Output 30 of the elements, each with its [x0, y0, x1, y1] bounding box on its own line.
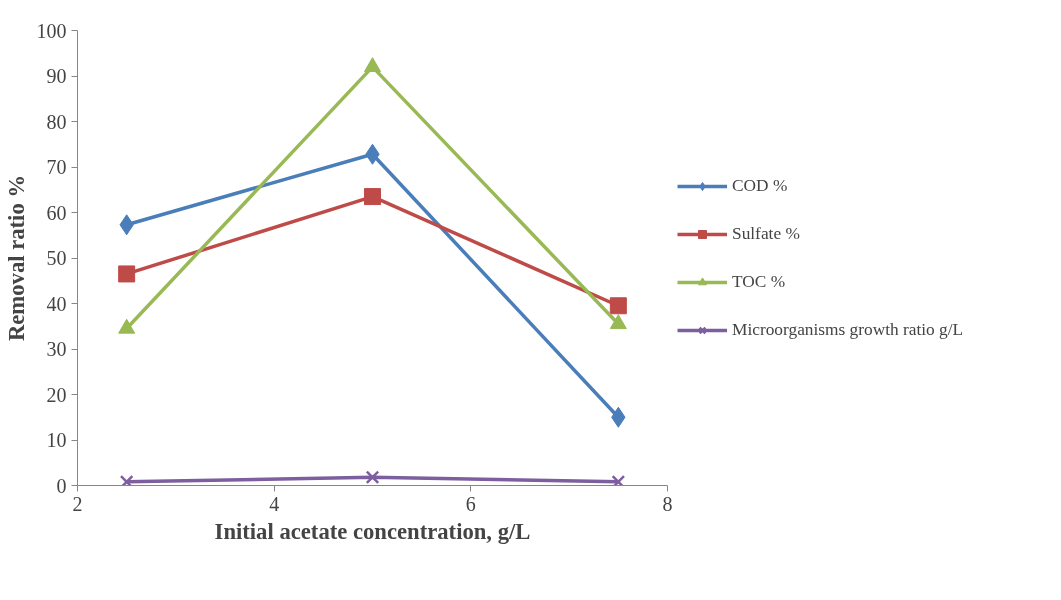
- point: [364, 188, 381, 206]
- point: [118, 318, 136, 334]
- y-tick-label: 100: [36, 19, 67, 42]
- y-tick-label: 20: [46, 383, 67, 406]
- legend-label: COD %: [732, 175, 788, 196]
- y-tick-label: 0: [56, 474, 67, 497]
- point: [609, 297, 627, 315]
- point: [611, 474, 626, 486]
- y-tick-label: 30: [46, 338, 67, 360]
- y-tick-label: 10: [46, 429, 67, 451]
- y-tick-label: 80: [46, 110, 67, 133]
- legend-label: Sulfate %: [732, 223, 800, 244]
- point: [118, 265, 136, 283]
- point: [119, 474, 134, 486]
- x-tick-label: 6: [465, 492, 476, 515]
- y-tick-label: 90: [46, 65, 67, 87]
- point: [365, 470, 380, 485]
- y-tick-label: 70: [46, 156, 67, 178]
- y-tick-label: 50: [46, 247, 67, 269]
- legend-label: Microorganisms growth ratio g/L: [732, 319, 964, 340]
- point: [364, 57, 381, 73]
- y-tick-label: 60: [46, 201, 67, 224]
- x-axis-title: Initial acetate concentration, g/L: [214, 518, 531, 544]
- y-tick-label: 40: [46, 292, 67, 315]
- x-tick-label: 2: [72, 492, 83, 515]
- legend-label: TOC %: [732, 271, 786, 292]
- point: [609, 314, 627, 330]
- y-axis-title: Removal ratio %: [3, 174, 29, 342]
- x-tick-label: 4: [269, 492, 280, 515]
- x-tick-label: 8: [662, 492, 673, 515]
